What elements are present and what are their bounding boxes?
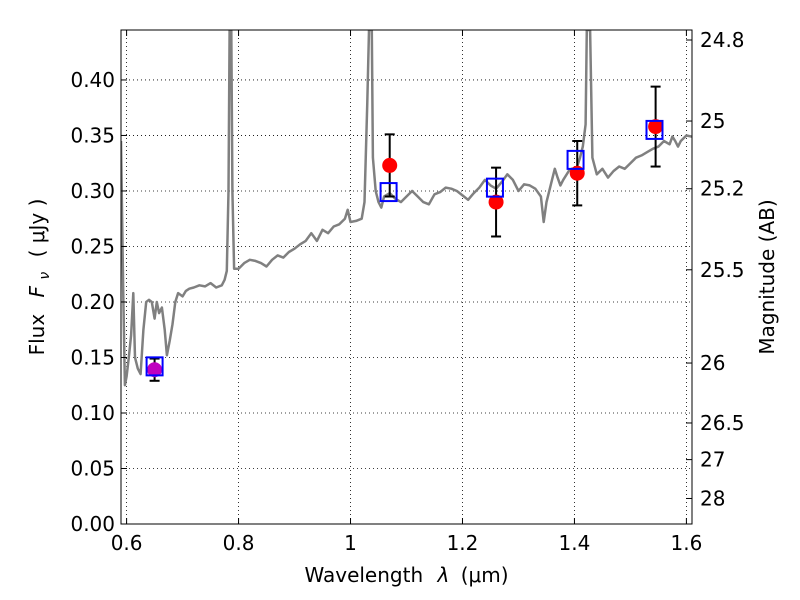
data-point-circle	[382, 157, 398, 173]
data-point-square	[485, 177, 504, 198]
y-tick-label: 0.30	[70, 179, 115, 203]
y-axis-label-unit: ( μJy )	[25, 199, 49, 258]
data-point-square	[566, 149, 585, 170]
y-tick-label: 0.20	[70, 290, 115, 314]
y2-tick-label: 27	[700, 448, 725, 472]
y2-tick-label: 28	[700, 486, 725, 510]
y-axis-label-text: Flux	[25, 314, 49, 356]
x-axis-label: Wavelength λ (μm)	[304, 563, 508, 587]
y2-tick-label: 24.8	[700, 28, 745, 52]
y-tick-label: 0.05	[70, 456, 115, 480]
grid-lines	[121, 30, 692, 525]
y-tick-label: 0.35	[70, 123, 115, 147]
x-tick-label: 1.6	[670, 531, 702, 555]
y-axis-label-symbol: F	[25, 285, 49, 297]
y-tick-label: 0.15	[70, 345, 115, 369]
y2-axis-label: Magnitude (AB)	[755, 199, 779, 354]
y-tick-label: 0.25	[70, 234, 115, 258]
x-tick-label: 0.6	[111, 531, 143, 555]
x-axis-label-unit: (μm)	[461, 563, 509, 587]
y-tick-label: 0.00	[70, 512, 115, 536]
y-axis-label: Flux F ν ( μJy )	[25, 199, 54, 356]
y2-tick-label: 25.2	[700, 177, 745, 201]
x-axis-label-symbol: λ	[437, 563, 450, 587]
y-tick-label: 0.40	[70, 68, 115, 92]
axis-ticks: 0.6 0.8 1 1.2 1.4 1.6 0.00 0.05 0.10 0.15 0.20 0.25…	[70, 28, 744, 555]
data-point-square	[145, 356, 164, 377]
x-axis-label-text: Wavelength	[304, 563, 423, 587]
data-point-square	[645, 119, 664, 140]
data-point-circle	[147, 362, 163, 378]
y2-tick-label: 26.5	[700, 411, 745, 435]
x-tick-label: 1	[344, 531, 357, 555]
data-point-circle	[648, 119, 664, 135]
data-point-circle	[488, 194, 504, 210]
y2-tick-label: 26	[700, 351, 725, 375]
data-point-square	[379, 182, 398, 203]
y2-tick-label: 25	[700, 109, 725, 133]
y2-tick-label: 25.5	[700, 258, 745, 282]
x-tick-label: 1.2	[447, 531, 479, 555]
y-tick-label: 0.10	[70, 401, 115, 425]
plot-frame	[120, 29, 693, 525]
data-markers	[145, 119, 664, 378]
y-axis-label-symbol-sub: ν	[37, 272, 53, 280]
spectrum-line	[121, 30, 692, 387]
x-tick-label: 1.4	[559, 531, 591, 555]
x-tick-label: 0.8	[223, 531, 255, 555]
spectrum-series	[121, 30, 692, 387]
